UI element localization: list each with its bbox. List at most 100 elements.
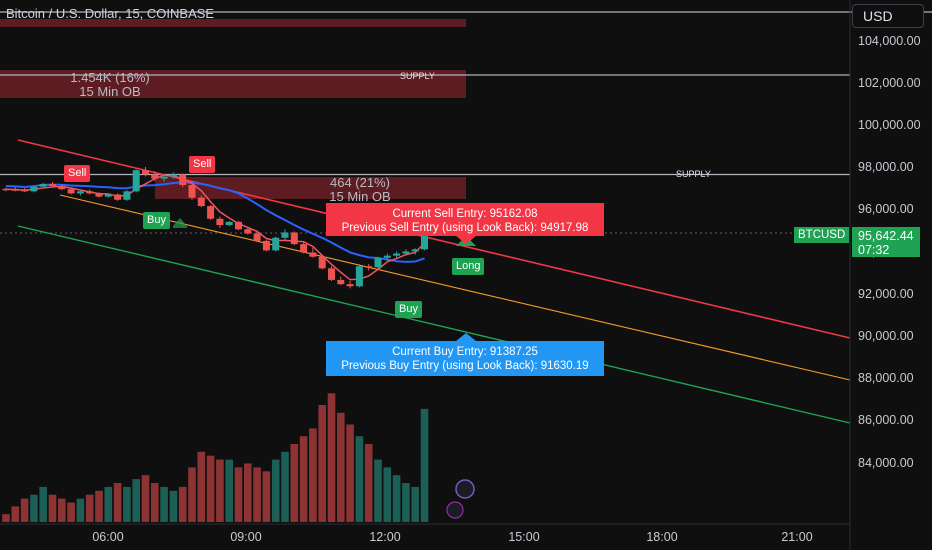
volume-bar (160, 486, 168, 522)
volume-bar (383, 467, 392, 522)
candle-body (132, 170, 140, 192)
ma-line (5, 174, 426, 281)
volume-bar (309, 428, 317, 522)
buy-signal: Buy (143, 212, 170, 229)
volume-bar (123, 486, 131, 522)
order-block-zones (0, 11, 932, 234)
candle-body (160, 176, 168, 179)
volume-bar (271, 459, 280, 522)
candle-body (197, 197, 205, 207)
candle-body (76, 191, 84, 194)
volume-bar (48, 494, 57, 522)
candle-body (216, 218, 224, 226)
candle-body (123, 191, 131, 200)
sell-entry-pointer (456, 236, 476, 244)
time-tick-label: 18:00 (646, 530, 678, 544)
candle-body (30, 186, 38, 192)
candle-body (355, 266, 363, 287)
candle-body (290, 232, 298, 245)
volume-bar (244, 463, 252, 522)
candle-body (253, 233, 261, 241)
candle-body (169, 174, 177, 177)
volume-bar (188, 467, 196, 522)
volume-bar (234, 467, 243, 522)
volume-bar (290, 444, 299, 522)
previous-sell-entry: Previous Sell Entry (using Look Back): 9… (341, 222, 589, 234)
time-tick-label: 09:00 (230, 530, 262, 544)
volume-bar (420, 408, 429, 522)
volume-bar (411, 486, 419, 522)
price-tick-label: 96,000.00 (858, 202, 914, 217)
volume-bar (216, 459, 224, 522)
volume-bar (132, 479, 140, 522)
current-sell-entry: Current Sell Entry: 95162.08 (392, 208, 538, 220)
time-tick-label: 12:00 (369, 530, 401, 544)
candle-body (142, 170, 149, 175)
volume-bar (402, 483, 410, 522)
volume-bar (178, 486, 187, 522)
symbol-label: BTCUSD (794, 227, 850, 243)
volume-bar (281, 451, 289, 522)
zone-1-type: 15 Min OB (79, 84, 141, 99)
volume-bar (262, 471, 271, 522)
candle-body (21, 189, 29, 192)
zone-label-2: 464 (21%) 15 Min OB (300, 176, 420, 204)
buy-signal: Buy (395, 301, 422, 318)
order-block-zone (155, 177, 466, 199)
candle-body (272, 237, 280, 251)
support-trendline (17, 225, 851, 424)
volume-bar (141, 475, 150, 522)
currency-button[interactable]: USD (852, 4, 924, 28)
price-tick-label: 84,000.00 (858, 455, 914, 470)
volume-bar (318, 405, 326, 522)
volume-bar (104, 486, 113, 522)
candle-body (2, 188, 10, 191)
candles (2, 167, 428, 289)
volume-bar (364, 444, 373, 522)
zone-2-size: 464 (21%) (330, 175, 390, 190)
current-buy-entry: Current Buy Entry: 91387.25 (392, 346, 538, 358)
candle-body (309, 252, 317, 257)
sell-signal: Sell (189, 156, 216, 173)
price-tick-label: 102,000.00 (858, 75, 921, 90)
candle-body (225, 221, 233, 226)
volume-bar (39, 486, 47, 522)
candle-body (235, 221, 242, 230)
moving-averages (5, 174, 426, 281)
resistance-trendline (17, 139, 851, 339)
candle-body (49, 183, 56, 187)
volume-bar (76, 498, 85, 522)
candle-body (328, 268, 335, 280)
time-tick-label: 21:00 (781, 530, 813, 544)
candle-body (179, 174, 187, 185)
volume-bar (337, 412, 345, 522)
candle-body (281, 232, 289, 238)
volume-bar (67, 502, 75, 522)
volume-bar (95, 490, 103, 522)
candle-body (365, 266, 373, 268)
candle-body (383, 255, 391, 258)
candle-body (114, 194, 122, 200)
candle-body (188, 184, 196, 198)
buy-entry-box: Current Buy Entry: 91387.25 Previous Buy… (326, 341, 604, 376)
sell-signal: Sell (64, 165, 91, 182)
mid-trendline (59, 194, 851, 381)
volume-bar (392, 475, 401, 522)
trend-lines (17, 139, 851, 424)
order-block-zone (0, 19, 466, 27)
price-tick-label: 86,000.00 (858, 413, 914, 428)
time-tick-label: 06:00 (92, 530, 124, 544)
candle-body (95, 193, 103, 197)
candle-body (402, 251, 410, 254)
candle-body (67, 189, 75, 194)
price-tick-label: 104,000.00 (858, 33, 921, 48)
candle-body (346, 284, 354, 287)
volume-bar (355, 436, 364, 522)
candle-body (374, 257, 382, 268)
candle-body (300, 244, 308, 253)
price-tick-label: 90,000.00 (858, 328, 914, 343)
ema-line (5, 181, 425, 263)
candle-body (411, 249, 419, 252)
supply-label-1: SUPPLY (400, 71, 435, 81)
